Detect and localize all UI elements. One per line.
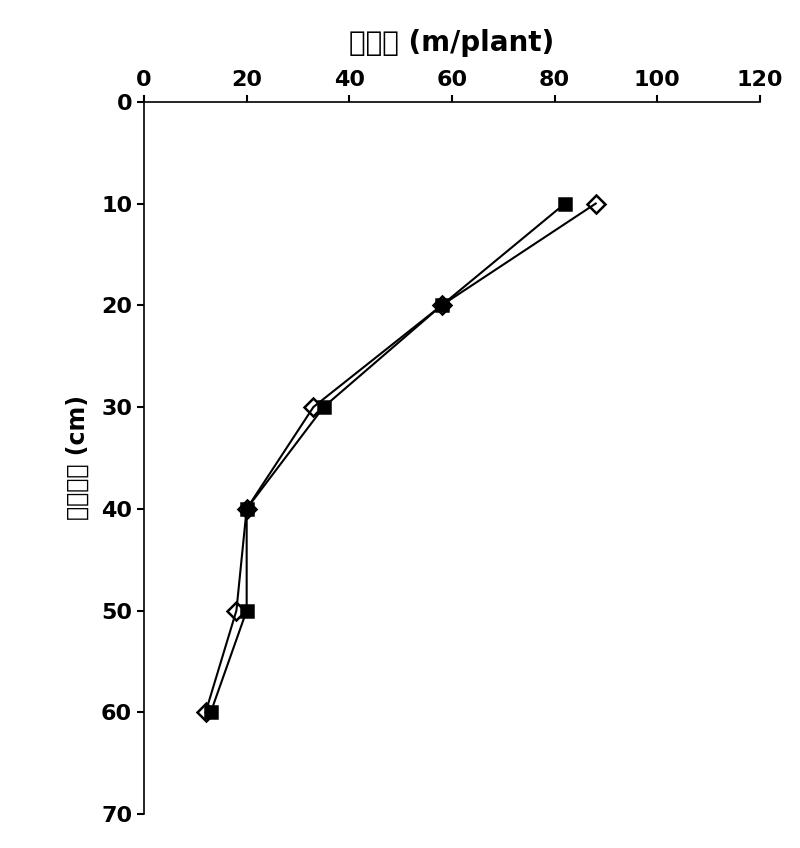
- Y-axis label: 土壤深度 (cm): 土壤深度 (cm): [66, 395, 90, 521]
- Title: 总根长 (m/plant): 总根长 (m/plant): [350, 29, 554, 57]
